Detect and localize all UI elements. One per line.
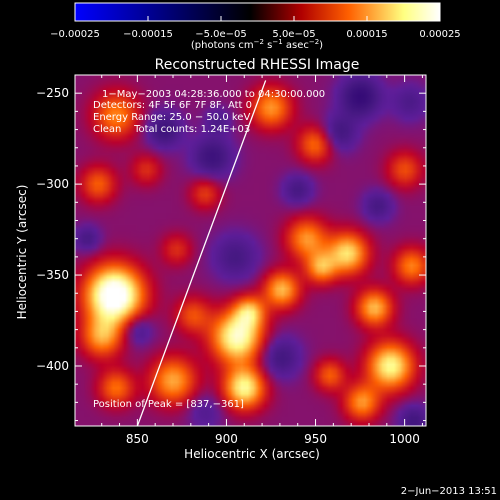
colorbar-tick-label: 5.0e−05 [272,29,315,40]
colorbar-tick-label: −0.00015 [123,29,173,40]
detectors-annotation: Detectors: 4F 5F 6F 7F 8F, Att 0 [93,100,252,111]
x-tick-label: 900 [215,432,238,446]
colorbar: −0.00025 −0.00015 −5.0e−05 5.0e−05 0.00015 0.… [50,2,461,51]
colorbar-tick-label: −5.0e−05 [195,29,247,40]
limb-line [136,80,267,426]
footer-date: 2−Jun−2013 13:51 [401,486,497,497]
y-tick-label: −300 [36,177,69,191]
y-tick-label: −350 [36,268,69,282]
y-axis-label: Heliocentric Y (arcsec) [15,185,29,320]
colorbar-units: (photons cm−2 s−1 asec−2) [191,38,323,51]
chart-title: Reconstructed RHESSI Image [155,57,360,73]
y-tick-label: −400 [36,359,69,373]
clean-counts-annotation: Clean Total counts: 1.24E+03 [93,124,250,135]
axis-ticks: 850 900 950 1000 −400 −350 −300 −250 [36,74,426,446]
colorbar-tick-label: −0.00025 [50,29,100,40]
x-tick-label: 1000 [389,432,420,446]
y-tick-label: −250 [36,86,69,100]
peak-position-label: Position of Peak = [837,−361] [93,399,244,410]
colorbar-gradient [74,2,441,22]
colorbar-tick-label: 0.00015 [346,29,387,40]
colorbar-ticks: −0.00025 −0.00015 −5.0e−05 5.0e−05 0.00015 0.… [50,16,461,40]
time-range-annotation: 1−May−2003 04:28:36.000 to 04:30:00.000 [102,89,325,100]
x-axis-label: Heliocentric X (arcsec) [184,447,320,461]
x-tick-label: 850 [126,432,149,446]
energy-range-annotation: Energy Range: 25.0 − 50.0 keV [93,112,250,123]
heatmap-image [75,75,426,426]
x-tick-label: 950 [304,432,327,446]
plot-frame [74,74,427,427]
colorbar-tick-label: 0.00025 [419,29,460,40]
